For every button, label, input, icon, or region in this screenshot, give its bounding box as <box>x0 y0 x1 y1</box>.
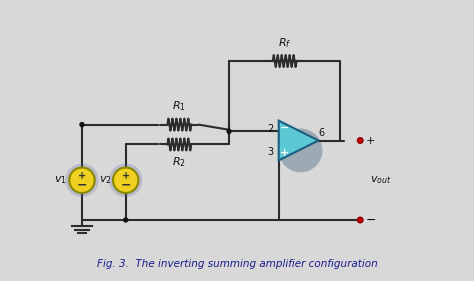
Text: +: + <box>366 135 375 146</box>
Circle shape <box>279 129 322 172</box>
Circle shape <box>357 217 363 223</box>
Text: +: + <box>78 171 86 181</box>
Text: −: − <box>120 178 131 192</box>
Text: $R_2$: $R_2$ <box>173 156 186 169</box>
Circle shape <box>113 167 138 193</box>
Text: −: − <box>77 178 87 192</box>
Circle shape <box>109 164 142 197</box>
Text: $R_f$: $R_f$ <box>278 36 292 50</box>
Text: $R_1$: $R_1$ <box>173 100 186 114</box>
Circle shape <box>80 123 84 126</box>
Text: +: + <box>122 171 130 181</box>
Text: −: − <box>280 123 290 133</box>
Text: $v_{out}$: $v_{out}$ <box>370 174 392 186</box>
Circle shape <box>124 218 128 222</box>
Text: $v_1$: $v_1$ <box>54 174 66 186</box>
Text: +: + <box>280 148 289 158</box>
Circle shape <box>357 138 363 143</box>
Text: $v_2$: $v_2$ <box>100 174 112 186</box>
Text: 6: 6 <box>319 128 325 138</box>
Text: −: − <box>366 214 377 226</box>
Polygon shape <box>279 121 319 160</box>
Text: Fig. 3.  The inverting summing amplifier configuration: Fig. 3. The inverting summing amplifier … <box>97 259 377 269</box>
Circle shape <box>65 164 99 197</box>
Circle shape <box>227 129 231 133</box>
Text: 2: 2 <box>267 124 273 134</box>
Text: 3: 3 <box>267 148 273 157</box>
Circle shape <box>69 167 95 193</box>
